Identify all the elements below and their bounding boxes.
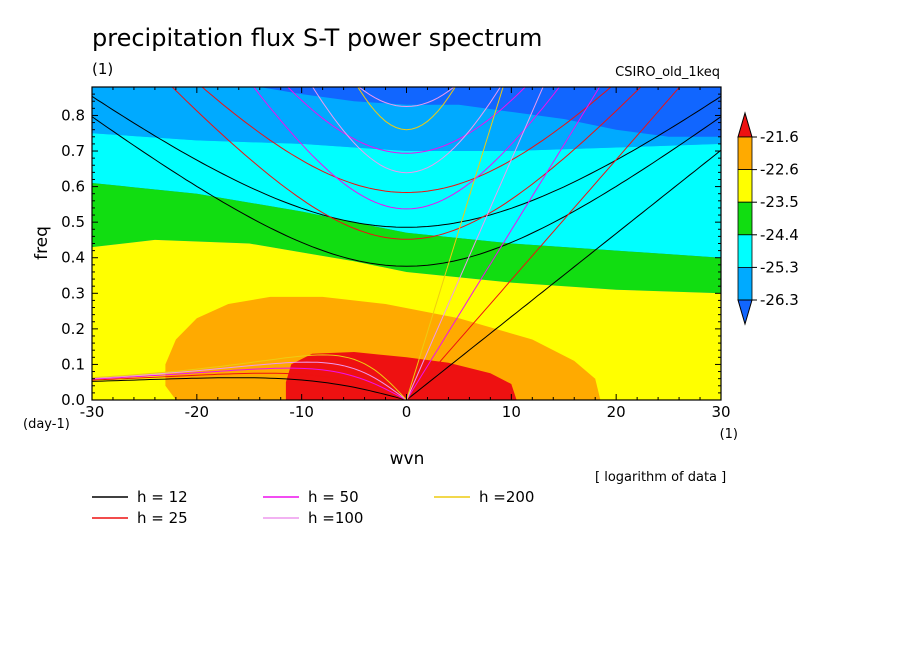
- kelvin-curve-3: [406, 87, 544, 400]
- kelvin-curve-2: [406, 87, 601, 400]
- kelvin-curve-1: [406, 87, 681, 400]
- chart-subtitle-right: CSIRO_old_1keq: [615, 65, 720, 80]
- chart-title: precipitation flux S-T power spectrum: [92, 24, 542, 52]
- kelvin-curve-0: [406, 149, 721, 400]
- legend-label: h = 12: [137, 488, 188, 506]
- colorbar: -21.6 -22.6 -23.5 -24.4 -25.3 -26.3: [737, 111, 799, 326]
- y-tick-label: 0.5: [61, 213, 85, 231]
- ig2-curve-2: [287, 87, 526, 154]
- rossby-curve-1: [92, 372, 407, 400]
- plot-area: [92, 87, 721, 400]
- colorbar-box: [737, 136, 753, 170]
- x-tick-label: 30: [711, 403, 730, 421]
- y-tick-label: 0.0: [61, 391, 85, 409]
- y-tick-label: 0.7: [61, 142, 85, 160]
- contour-band-2: [92, 183, 721, 294]
- x-axis-ticks: -30 -20 -10 0 10 20 30: [80, 87, 731, 421]
- y-axis-label: freq: [32, 226, 52, 260]
- ig1-curve-0: [92, 116, 721, 267]
- x-axis-label: wvn: [390, 449, 425, 469]
- chart-subtitle-left: (1): [92, 60, 113, 78]
- x-tick-label: -30: [80, 403, 105, 421]
- x-unit-label: (1): [720, 427, 738, 442]
- colorbar-box: [737, 266, 753, 301]
- x-tick-label: 0: [402, 403, 412, 421]
- data-note: [ logarithm of data ]: [595, 470, 726, 485]
- x-tick-label: -10: [289, 403, 314, 421]
- colorbar-box: [737, 201, 753, 236]
- rossby-curve-0: [92, 377, 407, 400]
- x-tick-label: 20: [607, 403, 626, 421]
- dispersion-curves: [92, 87, 721, 400]
- ig1-curve-2: [253, 87, 561, 210]
- y-tick-label: 0.3: [61, 284, 85, 302]
- legend: h = 12 h = 25 h = 50 h =100 h =200: [92, 488, 534, 527]
- legend-label: h =100: [308, 509, 363, 527]
- y-axis-ticks: 0.0 0.1 0.2 0.3 0.4 0.5 0.6 0.7 0.8: [61, 93, 721, 409]
- colorbar-box: [737, 169, 753, 203]
- colorbar-label: -26.3: [760, 291, 799, 309]
- y-tick-label: 0.6: [61, 178, 85, 196]
- ig1-curve-3: [312, 87, 501, 174]
- y-tick-label: 0.4: [61, 249, 85, 267]
- rossby-curve-4: [92, 354, 407, 400]
- colorbar-label: -24.4: [760, 226, 799, 244]
- rossby-curve-3: [92, 361, 407, 400]
- colorbar-bottom-triangle: [737, 299, 753, 326]
- y-unit-label: (day-1): [23, 417, 70, 432]
- ig1-curve-1: [171, 87, 642, 240]
- colorbar-label: -25.3: [760, 258, 799, 276]
- rossby-curve-2: [92, 367, 407, 400]
- y-tick-label: 0.8: [61, 106, 85, 124]
- contour-region-2: [285, 352, 517, 400]
- x-tick-label: 10: [502, 403, 521, 421]
- colorbar-top-triangle: [737, 111, 753, 138]
- y-tick-label: 0.1: [61, 355, 85, 373]
- contour-fills: [92, 87, 721, 400]
- x-tick-label: -20: [185, 403, 210, 421]
- legend-label: h = 50: [308, 488, 359, 506]
- colorbar-label: -22.6: [760, 161, 799, 179]
- ig1-curve-4: [357, 87, 456, 131]
- legend-label: h =200: [479, 488, 534, 506]
- ig2-curve-3: [358, 87, 455, 108]
- y-tick-label: 0.2: [61, 320, 85, 338]
- kelvin-curve-4: [406, 87, 504, 400]
- contour-region-0: [259, 87, 721, 137]
- ig2-curve-1: [201, 87, 612, 194]
- colorbar-label: -23.5: [760, 193, 799, 211]
- contour-band-1: [92, 133, 721, 258]
- legend-label: h = 25: [137, 509, 188, 527]
- colorbar-box: [737, 234, 753, 268]
- colorbar-label: -21.6: [760, 128, 799, 146]
